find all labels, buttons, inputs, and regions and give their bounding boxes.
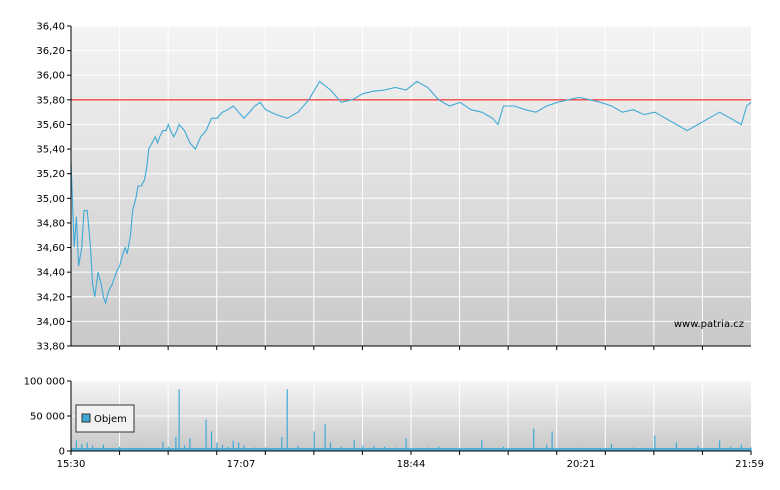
volume-baseline-band [71,448,751,451]
price-tick-label: 35,60 [36,120,65,131]
volume-bar [551,431,553,451]
volume-tick-label: 100 000 [24,377,65,388]
volume-bar [102,444,104,451]
volume-tick-label: 0 [59,447,65,458]
price-tick-label: 34,80 [36,218,65,229]
volume-bar [546,444,548,451]
volume-bar [232,440,234,451]
volume-bar [740,444,742,451]
volume-bar [654,435,656,451]
volume-bar [610,444,613,451]
price-gridlines [71,25,751,347]
price-tick-label: 33,80 [36,342,65,353]
volume-bar [81,444,83,451]
price-chart-panel: 36,40 36,20 36,00 35,80 35,60 35,40 35,20 35,00… [36,22,752,353]
price-tick-label: 35,40 [36,145,65,156]
volume-bar [75,440,77,451]
volume-bars [71,389,752,451]
volume-bar [221,444,223,451]
volume-bar [533,428,535,451]
x-tick-label: 15:30 [57,459,86,470]
price-tick-label: 35,00 [36,194,65,205]
volume-chart-panel: 100 000 50 000 0 15:30 17:07 18:44 20:21 21:59… [24,377,764,471]
volume-bar [405,438,407,451]
volume-bar [189,438,191,451]
price-tick-label: 35,20 [36,169,65,180]
volume-bar [178,389,180,451]
volume-bar [216,442,218,451]
price-tick-label: 34,60 [36,243,65,254]
price-tick-label: 36,40 [36,22,65,33]
price-tick-label: 34,00 [36,317,65,328]
x-tick-label: 21:59 [735,459,764,470]
price-tick-label: 34,40 [36,268,65,279]
price-tick-label: 35,80 [36,95,65,106]
volume-bar [238,442,240,451]
volume-y-axis: 100 000 50 000 0 [24,377,72,458]
volume-bar [86,442,88,451]
volume-bar [324,424,326,451]
volume-bar [175,437,177,451]
price-series-line [70,80,752,305]
legend-label: Objem [94,414,127,425]
volume-bar [675,442,677,451]
volume-bar [719,440,721,451]
price-y-axis: 36,40 36,20 36,00 35,80 35,60 35,40 35,20 35,00… [36,22,751,353]
volume-bar [210,431,213,451]
volume-bar [313,431,315,451]
volume-bar [205,419,207,451]
volume-legend: Objem [75,404,135,433]
volume-tick-label: 50 000 [30,412,65,423]
time-x-axis: 15:30 17:07 18:44 20:21 21:59 [57,450,764,470]
x-tick-label: 18:44 [397,459,426,470]
price-tick-label: 36,00 [36,71,65,82]
volume-bar [353,439,355,451]
x-tick-label: 17:07 [227,459,256,470]
volume-bar [162,441,164,451]
volume-bar [281,437,283,451]
volume-bar [481,439,483,451]
volume-bar [329,442,332,451]
x-tick-label: 20:21 [567,459,596,470]
price-tick-label: 36,20 [36,46,65,57]
legend-swatch [81,413,91,423]
watermark-text: www.patria.cz [674,319,744,330]
price-tick-label: 34,20 [36,292,65,303]
volume-bar [286,389,288,451]
